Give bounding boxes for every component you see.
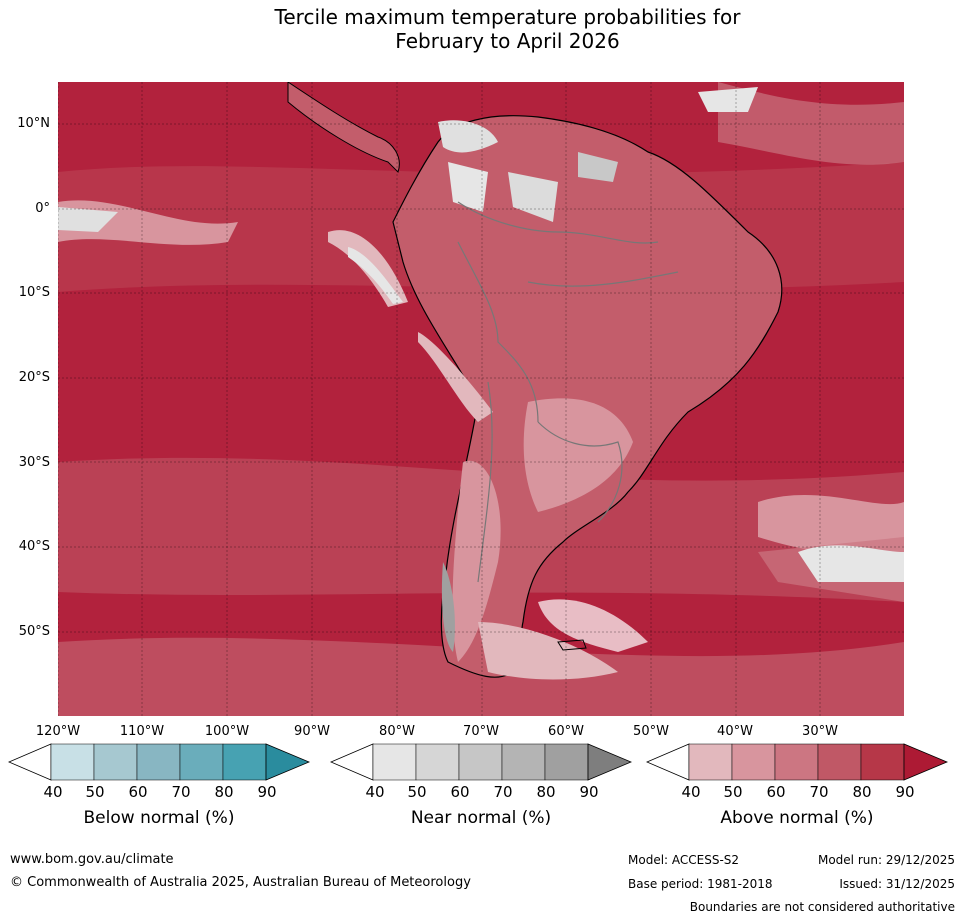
contour-band <box>718 82 904 165</box>
colorbar-segment <box>688 743 733 781</box>
lat-label: 30°S <box>18 455 50 470</box>
country-border <box>477 381 493 583</box>
near-normal-patch <box>58 207 118 232</box>
lat-label: 50°S <box>18 624 50 639</box>
footer-model: Model: ACCESS-S2 <box>628 853 740 867</box>
near-normal-patch <box>508 172 558 222</box>
contour-band <box>523 398 633 512</box>
colorbar-segment <box>179 743 224 781</box>
map-title-line1: Tercile maximum temperature probabilitie… <box>274 5 741 29</box>
lon-label: 30°W <box>802 724 838 739</box>
colorbar-tick: 70 <box>493 783 513 801</box>
colorbar-tick: 50 <box>723 783 743 801</box>
colorbar-segment <box>731 743 776 781</box>
near-normal-patch <box>578 152 618 182</box>
contour-band <box>478 622 618 680</box>
near-normal-patch <box>438 120 498 153</box>
near-normal-patch <box>448 162 488 212</box>
contour-band <box>418 332 493 422</box>
colorbar-tick: 40 <box>43 783 63 801</box>
country-border <box>527 271 679 287</box>
colorbar-tick: 40 <box>681 783 701 801</box>
lon-label: 90°W <box>294 724 330 739</box>
colorbar-below-normal <box>8 743 310 781</box>
contour-band <box>452 460 501 662</box>
lon-label: 100°W <box>204 724 250 739</box>
lat-label: 20°S <box>18 370 50 385</box>
lat-label: 40°S <box>18 539 50 554</box>
colorbar-segment <box>501 743 546 781</box>
map-canvas <box>58 82 904 716</box>
colorbar-above-normal <box>646 743 948 781</box>
colorbar-segment <box>50 743 95 781</box>
lat-label: 10°S <box>18 285 50 300</box>
colorbar-label: Near normal (%) <box>410 808 552 828</box>
footer-copyright: © Commonwealth of Australia 2025, Austra… <box>10 875 471 890</box>
lon-label: 70°W <box>463 724 499 739</box>
country-border <box>537 421 623 523</box>
colorbar-segment <box>136 743 181 781</box>
falkland-islands <box>557 639 587 651</box>
colorbar-tick: 90 <box>579 783 599 801</box>
colorbar-segment <box>222 743 267 781</box>
country-border <box>457 201 659 244</box>
colorbar-segment <box>372 743 417 781</box>
graticule <box>58 82 904 716</box>
lon-label: 120°W <box>35 724 81 739</box>
colorbar-segment <box>544 743 589 781</box>
lon-label: 110°W <box>119 724 165 739</box>
central-america-landmass <box>287 82 400 173</box>
colorbar-segment <box>860 743 905 781</box>
colorbar-label: Below normal (%) <box>83 808 235 828</box>
colorbar-tick: 90 <box>895 783 915 801</box>
colorbar-extend-high <box>265 743 310 781</box>
colorbar-tick: 80 <box>214 783 234 801</box>
lat-label: 0° <box>35 201 50 216</box>
colorbar-tick: 60 <box>450 783 470 801</box>
colorbar-tick: 40 <box>365 783 385 801</box>
colorbar-extend-low <box>8 743 52 781</box>
colorbar-extend-low <box>330 743 374 781</box>
country-border <box>457 241 539 423</box>
lon-label: 50°W <box>633 724 669 739</box>
near-normal-patch <box>798 545 904 582</box>
below-40-patch <box>538 599 648 652</box>
near-normal-patch <box>698 87 758 112</box>
probability-map <box>58 82 904 716</box>
footer-model-run: Model run: 29/12/2025 <box>817 853 955 867</box>
colorbar-tick: 90 <box>257 783 277 801</box>
colorbar-tick: 50 <box>85 783 105 801</box>
colorbar-segment <box>458 743 503 781</box>
lon-label: 80°W <box>379 724 415 739</box>
colorbar-label: Above normal (%) <box>720 808 874 828</box>
colorbar-segment <box>817 743 862 781</box>
colorbar-tick: 80 <box>852 783 872 801</box>
colorbar-extend-low <box>646 743 690 781</box>
colorbar-segment <box>774 743 819 781</box>
colorbar-tick: 80 <box>536 783 556 801</box>
colorbar-extend-high <box>903 743 948 781</box>
colorbar-tick: 70 <box>809 783 829 801</box>
footer-issued: Issued: 31/12/2025 <box>839 877 955 891</box>
footer-disclaimer: Boundaries are not considered authoritat… <box>689 900 955 914</box>
near-normal-patch <box>348 247 403 304</box>
map-title-line2: February to April 2026 <box>395 29 620 53</box>
footer-url: www.bom.gov.au/climate <box>10 852 174 867</box>
lat-label: 10°N <box>17 116 50 131</box>
lon-label: 60°W <box>548 724 584 739</box>
colorbar-extend-high <box>587 743 632 781</box>
colorbar-segment <box>415 743 460 781</box>
footer-base-period: Base period: 1981-2018 <box>628 877 773 891</box>
colorbar-tick: 70 <box>171 783 191 801</box>
contour-band <box>58 637 904 716</box>
colorbar-tick: 50 <box>407 783 427 801</box>
colorbar-segment <box>93 743 138 781</box>
colorbar-near-normal <box>330 743 632 781</box>
lon-label: 40°W <box>717 724 753 739</box>
colorbar-tick: 60 <box>766 783 786 801</box>
colorbar-tick: 60 <box>128 783 148 801</box>
near-normal-patch <box>441 562 455 652</box>
